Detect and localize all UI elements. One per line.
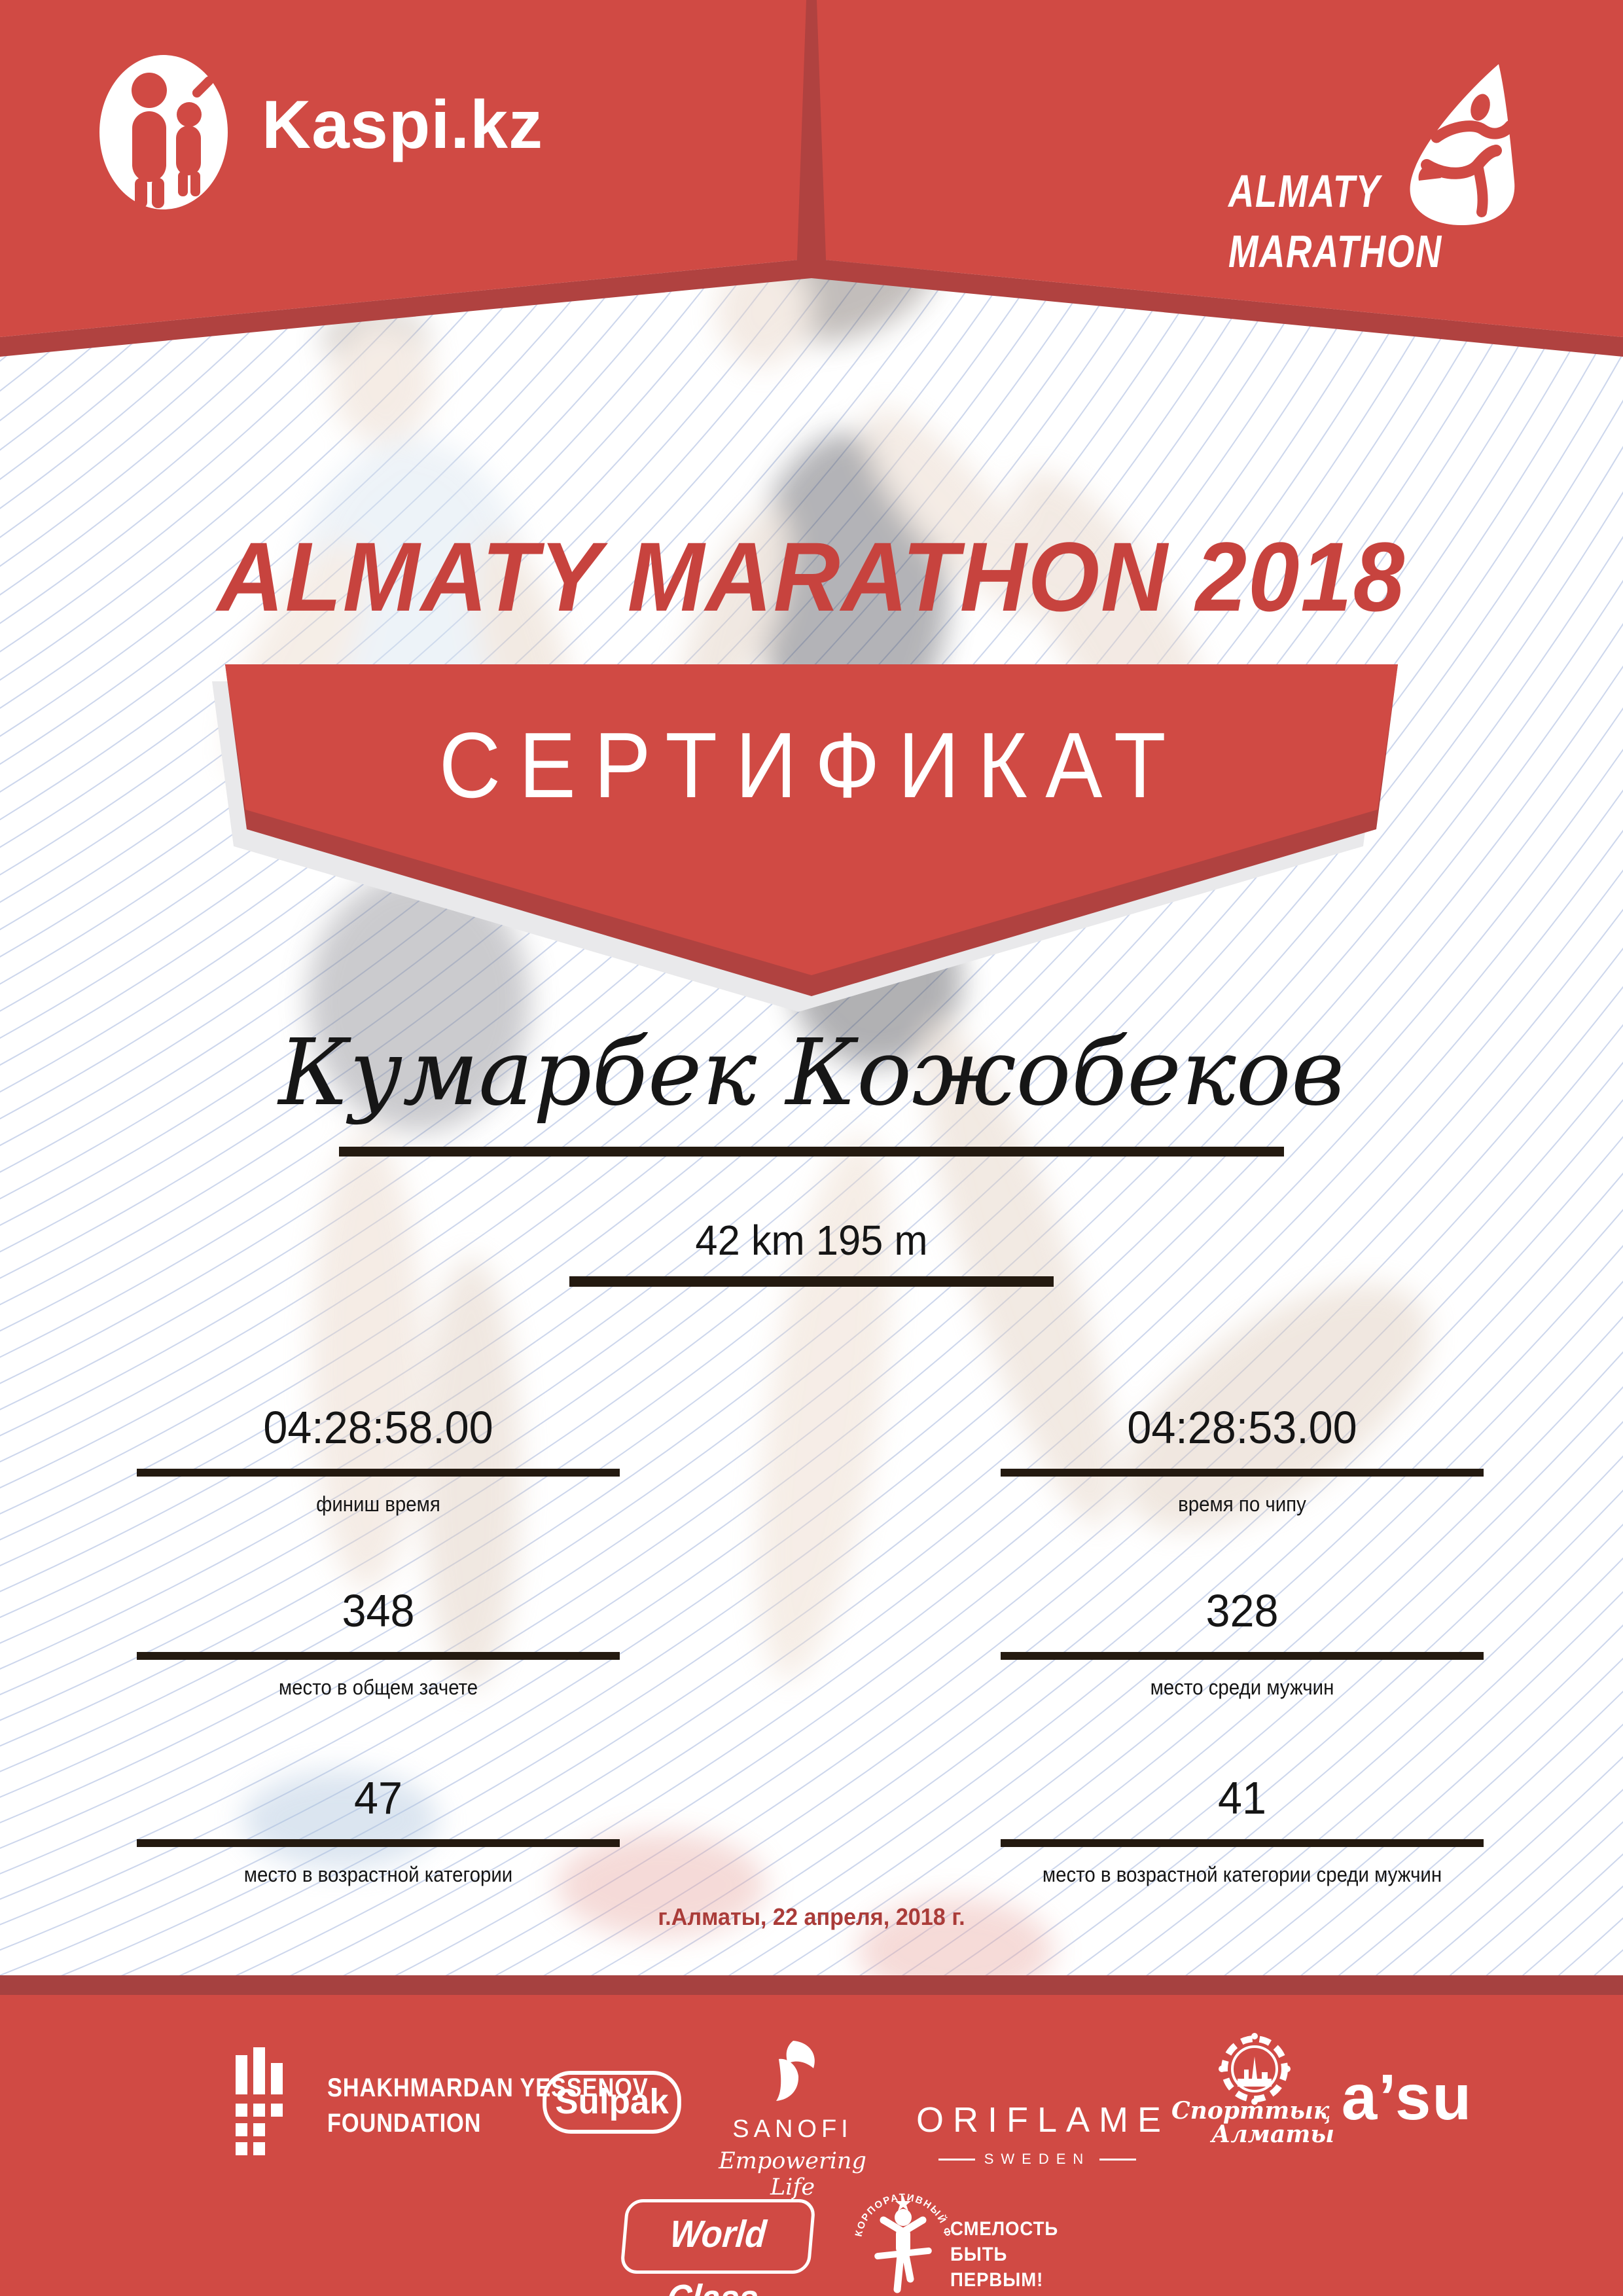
sport-almaty-text-2: Алматы xyxy=(1211,2121,1334,2148)
stat-value: 328 xyxy=(1205,1585,1279,1636)
stat-label: место в возрастной категории xyxy=(243,1863,513,1886)
marathon-runner-icon xyxy=(1410,64,1516,225)
kaspi-logo-text: Kaspi.kz xyxy=(262,87,543,163)
stat-value: 04:28:53.00 xyxy=(1127,1402,1357,1453)
marathon-logo-text-2: MARATHON xyxy=(1228,226,1442,277)
oriflame-logo-text: ORIFLAME xyxy=(916,2100,1171,2140)
fund-slogan: СМЕЛОСТЬ БЫТЬ ПЕРВЫМ! xyxy=(950,2216,1058,2293)
stat-underline xyxy=(137,1839,620,1847)
distance-underline xyxy=(569,1276,1054,1287)
fund-slogan-line-3: ПЕРВЫМ! xyxy=(950,2269,1044,2291)
oriflame-sweden-text: SWEDEN xyxy=(916,2151,1158,2168)
sulpak-logo: Sulpak xyxy=(543,2071,681,2134)
stat-underline xyxy=(1001,1839,1484,1847)
asu-logo: a’su xyxy=(1341,2061,1473,2133)
stat-label: место в общем зачете xyxy=(278,1676,478,1699)
stat-underline xyxy=(1001,1652,1484,1660)
stat-label: место в возрастной категории среди мужчи… xyxy=(1042,1863,1442,1886)
certificate-label: СЕРТИФИКАТ xyxy=(438,713,1185,817)
stat-label: место среди мужчин xyxy=(1150,1676,1334,1699)
sanofi-logo-text: SANOFI xyxy=(732,2115,853,2143)
stat-age-place: 47 место в возрастной категории xyxy=(130,1775,627,1887)
fund-slogan-line-2: БЫТЬ xyxy=(950,2244,1008,2265)
sanofi-tagline: Empowering Life xyxy=(719,2148,866,2200)
runner-name: Кумарбек Кожобеков xyxy=(278,1020,1345,1126)
kaspi-logo: Kaspi.kz xyxy=(97,52,594,216)
certificate-ribbon xyxy=(212,664,1398,1012)
stat-value: 348 xyxy=(342,1585,415,1636)
stat-finish-time: 04:28:58.00 финиш время xyxy=(130,1405,627,1516)
worldclass-logo: World Class xyxy=(620,2199,816,2296)
sanofi-bird-icon xyxy=(776,2041,815,2101)
distance: 42 km 195 m xyxy=(695,1217,928,1264)
stat-underline xyxy=(137,1652,620,1660)
stat-label: финиш время xyxy=(316,1492,440,1516)
yessenov-foundation-icon xyxy=(236,2047,283,2155)
date-line: г.Алматы, 22 апреля, 2018 г. xyxy=(658,1903,965,1930)
event-title: ALMATY MARATHON 2018 xyxy=(217,522,1406,632)
stat-underline xyxy=(137,1469,620,1477)
sport-almaty-emblem xyxy=(1219,2033,1291,2105)
header-banner xyxy=(0,0,1623,357)
yessenov-foundation-text-1: SHAKHMARDAN YESSENOV xyxy=(327,2073,649,2102)
stat-overall-place: 348 место в общем зачете xyxy=(130,1588,627,1700)
footer-stripe xyxy=(0,1975,1623,1995)
stat-age-men-place: 41 место в возрастной категории среди му… xyxy=(993,1775,1491,1887)
marathon-logo-text-1: ALMATY xyxy=(1228,166,1381,217)
name-underline xyxy=(339,1147,1284,1157)
stat-value: 04:28:58.00 xyxy=(263,1402,493,1453)
sport-almaty-text-1: Спорттық xyxy=(1171,2097,1330,2125)
stat-underline xyxy=(1001,1469,1484,1477)
stat-value: 47 xyxy=(354,1772,402,1823)
kaspi-family-icon xyxy=(99,55,228,209)
stat-label: время по чипу xyxy=(1178,1492,1306,1516)
stat-men-place: 328 место среди мужчин xyxy=(993,1588,1491,1700)
oriflame-sweden-label: SWEDEN xyxy=(984,2151,1091,2167)
fund-slogan-line-1: СМЕЛОСТЬ xyxy=(950,2218,1059,2240)
worldclass-logo-text: World Class xyxy=(665,2213,768,2296)
yessenov-foundation-text-2: FOUNDATION xyxy=(327,2109,482,2138)
stat-value: 41 xyxy=(1218,1772,1266,1823)
footer-background xyxy=(0,1995,1623,2296)
corporate-fund-emblem: КОРПОРАТИВНЫЙ ФОНД xyxy=(849,2177,952,2293)
stat-chip-time: 04:28:53.00 время по чипу xyxy=(993,1405,1491,1516)
